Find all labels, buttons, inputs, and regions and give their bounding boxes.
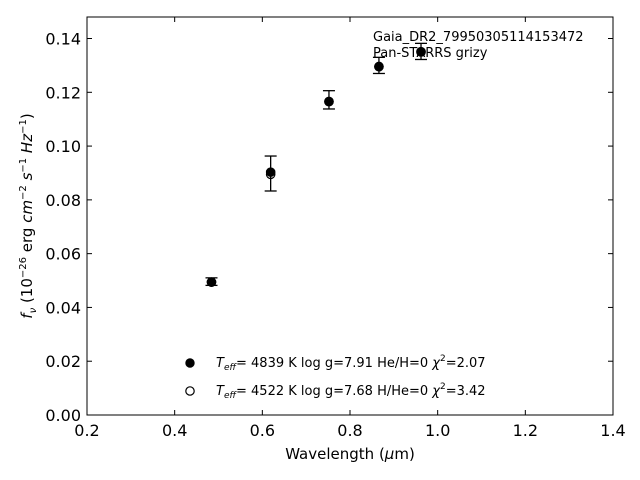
- x-axis-label: Wavelength (μm): [285, 445, 415, 463]
- legend-marker-filled: [185, 358, 195, 368]
- model-point-open: [206, 277, 217, 287]
- model-point-open: [374, 61, 384, 72]
- y-tick-label: 0.06: [45, 245, 81, 264]
- y-tick-label: 0.10: [45, 137, 81, 156]
- model-point-open: [324, 96, 334, 107]
- legend-marker-open: [185, 386, 195, 396]
- x-tick-label: 0.4: [162, 421, 187, 440]
- x-tick-label: 1.2: [513, 421, 538, 440]
- annotation-survey: Pan-STARRS grizy: [373, 46, 488, 61]
- x-tick-label: 1.0: [425, 421, 450, 440]
- y-tick-label: 0.00: [45, 406, 81, 425]
- x-tick-label: 0.2: [74, 421, 99, 440]
- legend: Teff= 4839 K log g=7.91 He/H=0 χ2=2.07 T…: [185, 354, 486, 401]
- model-point-open: [265, 169, 276, 180]
- legend-entry-2: Teff= 4522 K log g=7.68 H/He=0 χ2=3.42: [216, 382, 486, 401]
- x-tick-label: 0.8: [337, 421, 362, 440]
- y-tick-label: 0.14: [45, 30, 81, 49]
- x-tick-label: 0.6: [250, 421, 275, 440]
- y-tick-label: 0.04: [45, 298, 81, 317]
- y-tick-label: 0.08: [45, 191, 81, 210]
- x-tick-label: 1.4: [600, 421, 625, 440]
- legend-entry-1: Teff= 4839 K log g=7.91 He/H=0 χ2=2.07: [216, 354, 486, 373]
- annotation-object-name: Gaia_DR2_79950305114153472: [373, 30, 584, 45]
- y-axis-label: fν (10−26 erg cm−2 s−1 Hz−1): [18, 113, 39, 318]
- y-tick-label: 0.12: [45, 83, 81, 102]
- model-point-open: [416, 46, 426, 57]
- y-tick-label: 0.02: [45, 352, 81, 371]
